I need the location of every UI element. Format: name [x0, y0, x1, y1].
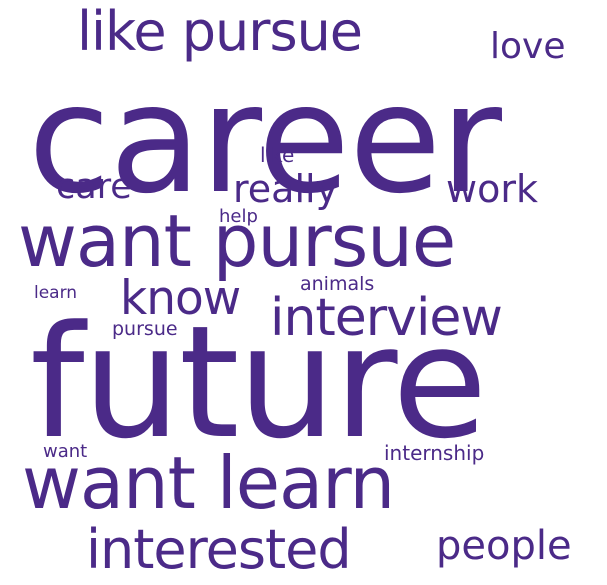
word-like: like	[260, 143, 295, 167]
word-career: career	[28, 53, 502, 227]
word-interested: interested	[86, 518, 352, 581]
word-really: really	[233, 167, 339, 211]
word-learn: learn	[34, 283, 78, 303]
word-work: work	[446, 167, 538, 211]
word-future: future	[30, 292, 487, 473]
word-pursue: pursue	[112, 318, 178, 340]
word-want-learn: want learn	[22, 441, 395, 525]
word-people: people	[436, 523, 572, 569]
word-interview: interview	[270, 288, 503, 348]
word-care: care	[56, 167, 132, 207]
word-animals: animals	[300, 273, 375, 295]
word-know: know	[120, 271, 241, 326]
word-like-pursue: like pursue	[77, 0, 363, 63]
word-internship: internship	[384, 441, 485, 465]
word-want-pursue: want pursue	[18, 199, 456, 283]
word-want: want	[43, 441, 88, 462]
word-help: help	[219, 206, 258, 227]
word-love: love	[490, 26, 566, 67]
